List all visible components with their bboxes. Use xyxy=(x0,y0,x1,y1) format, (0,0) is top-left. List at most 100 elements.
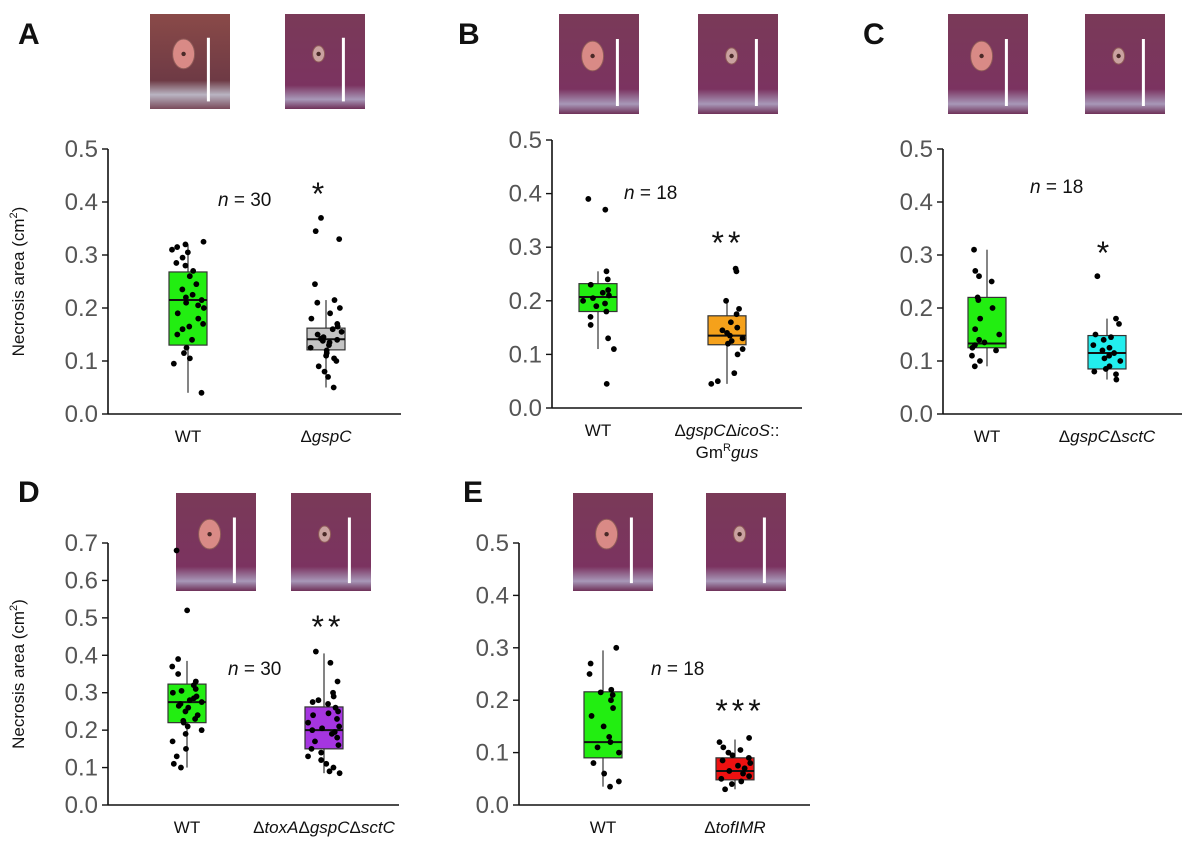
panel-letter: A xyxy=(18,18,40,51)
data-point xyxy=(175,671,182,677)
data-point xyxy=(183,299,190,306)
y-axis-title-sup: 2 xyxy=(8,605,20,611)
data-point xyxy=(585,196,592,202)
y-tick-label: 0.4 xyxy=(65,642,98,669)
data-point xyxy=(746,773,752,780)
data-point xyxy=(182,730,189,737)
category-label-line2-part: gus xyxy=(731,443,759,462)
data-point xyxy=(1106,352,1113,359)
leaf-photo-background xyxy=(1085,14,1165,114)
data-point xyxy=(184,723,191,730)
y-tick-label: 0.2 xyxy=(65,717,98,744)
data-point xyxy=(319,725,325,732)
category-label: WT xyxy=(585,421,611,440)
data-point xyxy=(735,762,741,769)
data-point xyxy=(312,281,318,288)
y-axis-title-main: Necrosis area (cm xyxy=(9,611,28,749)
panel-c: C 0.0 0.1 0.2 0.3 0.4 0.5 WT ΔgspCΔsctC n = 18 * xyxy=(863,14,1182,446)
data-point xyxy=(169,689,176,696)
data-point xyxy=(331,355,337,362)
data-point xyxy=(600,723,607,730)
leaf-photo xyxy=(706,493,786,591)
inoculation-point xyxy=(737,531,742,537)
leaf-photo xyxy=(176,493,256,591)
data-point xyxy=(334,321,341,327)
data-point xyxy=(1113,315,1119,322)
y-tick-label: 0.0 xyxy=(476,792,509,819)
data-point xyxy=(182,294,189,301)
data-point xyxy=(182,262,189,269)
y-tick-label: 0.3 xyxy=(509,234,542,261)
y-tick-label: 0.3 xyxy=(65,680,98,707)
data-point xyxy=(971,363,978,370)
data-point xyxy=(310,712,316,719)
data-point xyxy=(608,686,615,693)
data-point xyxy=(334,678,341,685)
data-point xyxy=(736,305,742,312)
category-label-part: WT xyxy=(175,427,201,446)
data-point xyxy=(186,273,193,280)
leaf-photo xyxy=(559,14,639,114)
data-point xyxy=(607,783,613,790)
category-label-part: gspC xyxy=(312,427,352,446)
y-tick-label: 0.5 xyxy=(900,136,933,163)
data-point xyxy=(981,339,988,346)
data-point xyxy=(740,770,746,777)
data-point xyxy=(305,719,312,726)
data-point xyxy=(186,323,193,330)
data-point xyxy=(169,246,175,253)
y-axis-title: Necrosis area (cm2) xyxy=(8,207,28,357)
y-tick-label: 0.4 xyxy=(509,181,542,208)
y-tick-label: 0.0 xyxy=(900,401,933,428)
data-point xyxy=(613,644,620,651)
data-point xyxy=(182,241,189,248)
data-point xyxy=(603,308,610,315)
data-point xyxy=(971,246,977,253)
data-point xyxy=(183,344,190,351)
data-point xyxy=(178,764,184,771)
data-point xyxy=(189,336,195,343)
data-point xyxy=(1111,350,1118,356)
category-label-part: sctC xyxy=(361,818,396,837)
data-point xyxy=(325,701,331,707)
data-point xyxy=(193,693,200,700)
category-label: WT xyxy=(175,427,201,446)
data-point xyxy=(977,358,983,364)
y-axis-title: Necrosis area (cm2) xyxy=(8,599,28,749)
data-point xyxy=(731,370,738,377)
data-point xyxy=(329,326,336,333)
data-point xyxy=(179,286,186,293)
category-label-part: tofIMR xyxy=(716,818,766,837)
category-label-line2: GmRgus xyxy=(696,442,759,462)
data-point xyxy=(198,297,205,303)
data-point xyxy=(1094,273,1101,280)
data-point xyxy=(320,334,327,341)
data-point xyxy=(338,328,345,335)
category-label: WT xyxy=(590,818,616,837)
y-tick-label: 0.1 xyxy=(509,341,542,368)
data-point xyxy=(184,249,191,256)
data-point xyxy=(193,281,200,288)
sample-size-n: n xyxy=(651,659,662,680)
leaf-photo-background xyxy=(291,493,371,591)
data-point xyxy=(587,281,594,288)
data-point xyxy=(1117,358,1124,364)
data-point xyxy=(335,742,342,749)
data-point xyxy=(1116,321,1122,327)
y-tick-label: 0.2 xyxy=(509,288,542,315)
category-label-part: WT xyxy=(974,427,1000,446)
inoculation-point xyxy=(979,53,984,59)
data-point xyxy=(610,705,616,711)
data-point xyxy=(1090,342,1097,348)
data-point xyxy=(309,699,316,705)
data-point xyxy=(726,768,733,774)
y-tick-label: 0.0 xyxy=(65,792,98,819)
data-point xyxy=(718,775,725,782)
leaf-photo-background xyxy=(706,493,786,591)
data-point xyxy=(326,339,333,346)
data-point xyxy=(307,344,314,351)
data-point xyxy=(610,346,617,352)
category-label-part: Δ xyxy=(704,818,715,837)
inoculation-point xyxy=(207,531,212,537)
data-point xyxy=(976,336,983,343)
